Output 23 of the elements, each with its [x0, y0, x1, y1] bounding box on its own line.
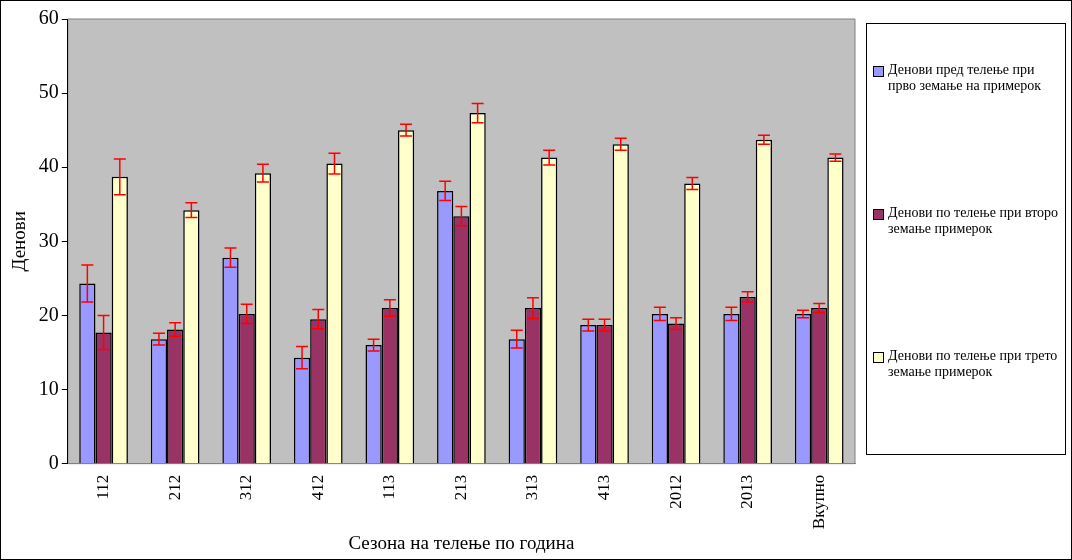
x-tick-label: 113: [379, 474, 399, 500]
x-tick-label: 213: [450, 474, 470, 501]
x-tick-label: 112: [93, 474, 113, 500]
y-tick-label: 10: [38, 376, 59, 399]
legend-label: Денови пред телење при прво земање на примерок: [888, 62, 1043, 94]
x-tick-label: 412: [307, 474, 327, 501]
legend-label: Денови по телење при трето земање примерок: [888, 348, 1059, 380]
y-tick-label: 0: [48, 450, 59, 473]
x-axis-title: Сезона на телење по година: [348, 531, 575, 553]
y-tick-label: 30: [38, 228, 59, 251]
y-tick-label: 20: [38, 302, 59, 325]
y-tick-label: 40: [38, 154, 59, 177]
y-tick-label: 50: [38, 80, 59, 103]
x-tick-label: 2013: [737, 474, 757, 509]
y-tick-label: 60: [38, 6, 59, 29]
x-tick-label: 313: [522, 474, 542, 501]
y-axis-title: Денови: [8, 211, 30, 272]
x-tick-label: 2012: [665, 474, 685, 509]
x-tick-label: 413: [594, 474, 613, 501]
legend-label: Денови по телење при второ земање примерок: [888, 205, 1060, 237]
x-tick-label: Вкупно: [808, 474, 828, 530]
x-tick-label: 312: [236, 474, 256, 501]
x-tick-label: 212: [164, 474, 184, 501]
